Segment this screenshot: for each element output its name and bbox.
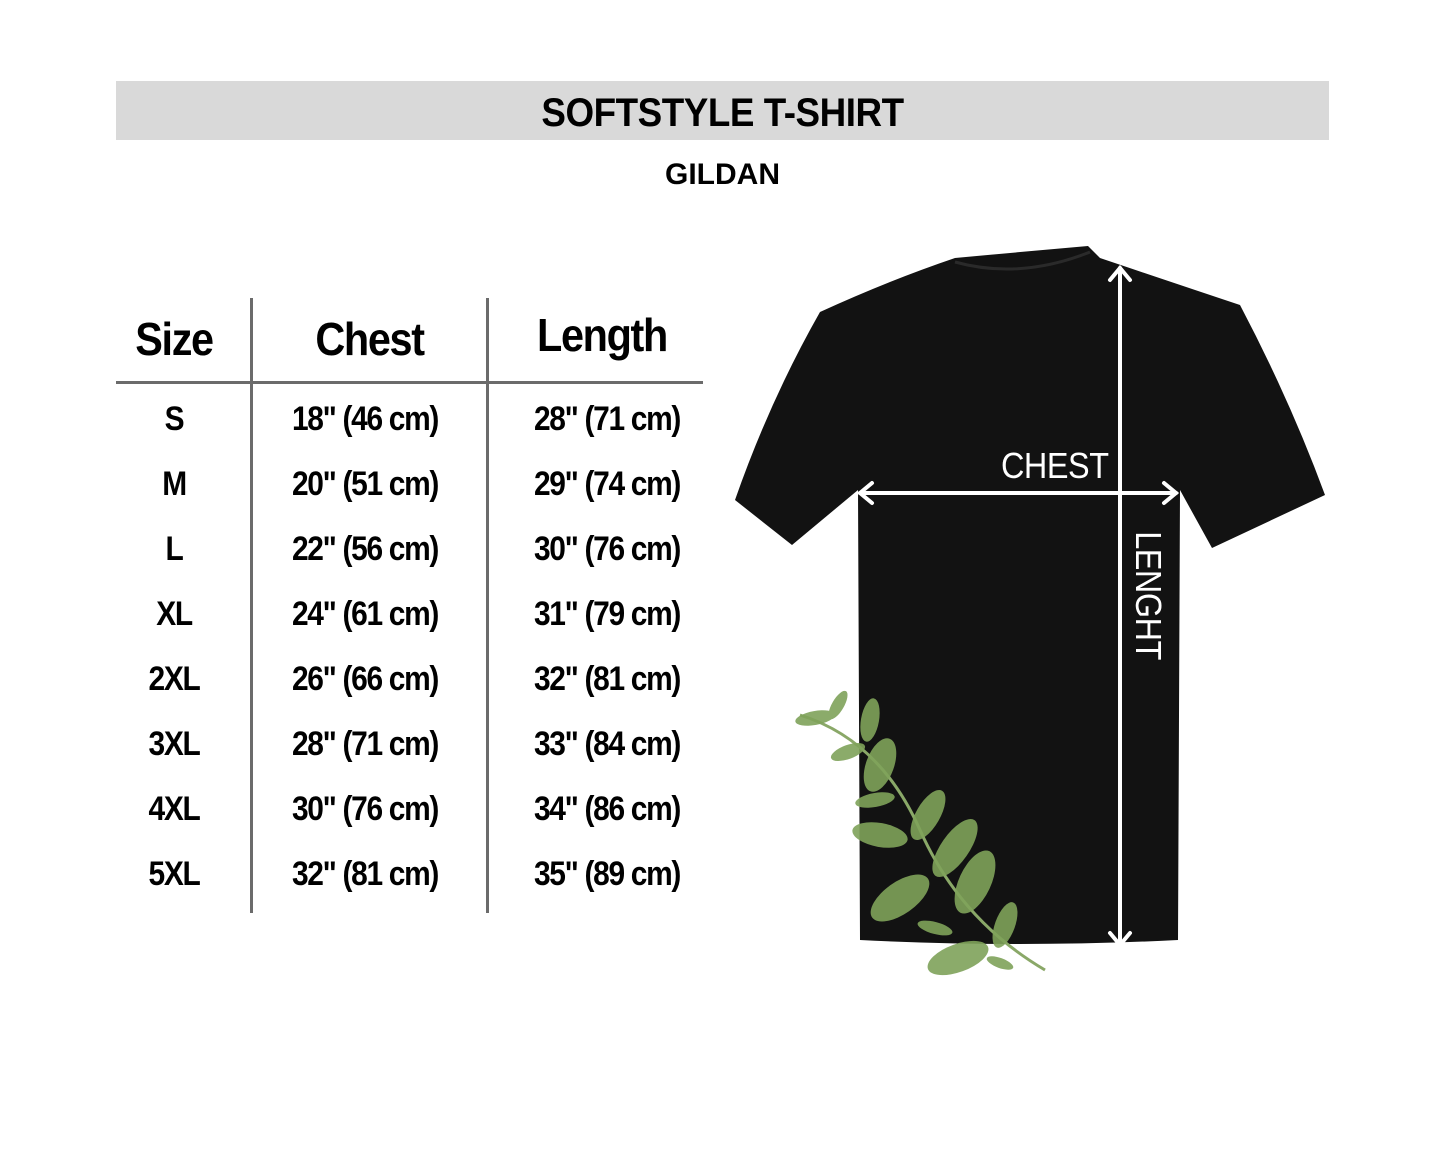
cell-length: 30" (76 cm) bbox=[533, 530, 681, 568]
brand-name: GILDAN bbox=[665, 158, 780, 191]
arrow-head bbox=[1108, 264, 1132, 282]
leaf-icon bbox=[910, 790, 946, 840]
cell-length: 35" (89 cm) bbox=[533, 855, 681, 893]
leaf-icon bbox=[986, 956, 1014, 970]
collar-seam bbox=[954, 250, 1091, 271]
leaf-icon bbox=[954, 850, 996, 914]
chest-label: CHEST bbox=[1000, 445, 1109, 486]
length-label: LENGHT bbox=[1128, 531, 1169, 660]
cell-length: 32" (81 cm) bbox=[533, 660, 681, 698]
leaf-icon bbox=[992, 902, 1018, 948]
tshirt-shape bbox=[735, 246, 1325, 944]
leaf-icon bbox=[828, 690, 848, 720]
leaf-icon bbox=[932, 819, 978, 877]
arrow-head bbox=[1108, 931, 1132, 949]
leaf-icon bbox=[860, 698, 880, 742]
cell-length: 28" (71 cm) bbox=[533, 400, 681, 438]
cell-chest: 20" (51 cm) bbox=[291, 465, 439, 503]
leaf-icon bbox=[830, 742, 866, 762]
column-divider bbox=[250, 298, 253, 913]
header-divider bbox=[116, 381, 703, 384]
column-header-length: Length bbox=[537, 309, 668, 361]
cell-chest: 26" (66 cm) bbox=[291, 660, 439, 698]
leaf-icon bbox=[795, 710, 835, 726]
cell-chest: 22" (56 cm) bbox=[291, 530, 439, 568]
cell-size: 2XL bbox=[148, 660, 201, 698]
cell-size: 4XL bbox=[148, 790, 201, 828]
cell-size: L bbox=[165, 530, 184, 568]
column-header-size: Size bbox=[135, 313, 214, 365]
title-banner: SOFTSTYLE T-SHIRT bbox=[116, 81, 1329, 140]
cell-chest: 28" (71 cm) bbox=[291, 725, 439, 763]
leaf-icon bbox=[852, 822, 908, 848]
leaf-icon bbox=[917, 920, 953, 936]
cell-size: XL bbox=[156, 595, 193, 633]
measure-arrows bbox=[856, 264, 1180, 949]
leaf-icon bbox=[870, 874, 930, 922]
cell-length: 33" (84 cm) bbox=[533, 725, 681, 763]
leaf-icon bbox=[927, 940, 989, 976]
leaf-icon bbox=[855, 792, 895, 808]
cell-length: 29" (74 cm) bbox=[533, 465, 681, 503]
cell-length: 34" (86 cm) bbox=[533, 790, 681, 828]
cell-size: S bbox=[164, 400, 185, 438]
cell-size: M bbox=[162, 465, 187, 503]
cell-chest: 18" (46 cm) bbox=[291, 400, 439, 438]
arrow-head bbox=[1162, 481, 1180, 505]
cell-chest: 32" (81 cm) bbox=[291, 855, 439, 893]
cell-size: 5XL bbox=[148, 855, 201, 893]
cell-chest: 30" (76 cm) bbox=[291, 790, 439, 828]
page-title: SOFTSTYLE T-SHIRT bbox=[541, 91, 904, 135]
leaf-icon bbox=[863, 738, 897, 792]
column-header-chest: Chest bbox=[315, 313, 425, 365]
column-divider bbox=[486, 298, 489, 913]
cell-size: 3XL bbox=[148, 725, 201, 763]
arrow-head bbox=[856, 481, 874, 505]
cell-chest: 24" (61 cm) bbox=[291, 595, 439, 633]
leaf-branch bbox=[795, 690, 1046, 976]
cell-length: 31" (79 cm) bbox=[533, 595, 681, 633]
